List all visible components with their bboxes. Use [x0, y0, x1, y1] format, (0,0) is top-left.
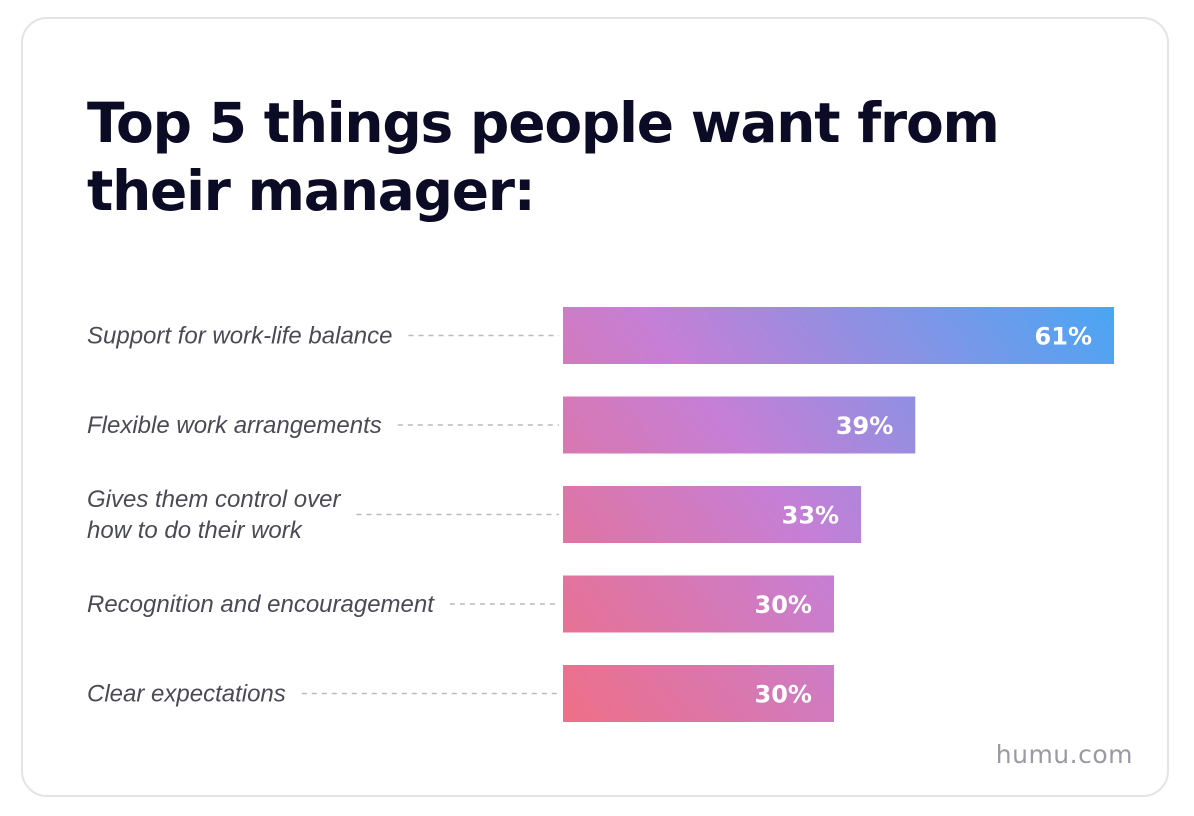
bar: [563, 307, 1114, 364]
bar-label: Support for work-life balance: [87, 323, 392, 350]
bar-label: how to do their work: [87, 517, 304, 544]
bar: [563, 486, 862, 543]
bar: [563, 575, 834, 633]
title-line-1: Top 5 things people want from: [87, 91, 1000, 155]
bar-value-label: 39%: [836, 412, 893, 440]
title-line-2: their manager:: [87, 159, 536, 223]
bar: [563, 665, 834, 722]
bars-group: Support for work-life balance 61% Flexible…: [87, 307, 1114, 722]
bar-label: Recognition and encouragement: [87, 591, 435, 618]
bar-value-label: 33%: [782, 502, 839, 530]
bar-value-label: 61%: [1035, 323, 1092, 351]
bar-value-label: 30%: [755, 681, 812, 709]
bar-label: Flexible work arrangements: [87, 412, 382, 439]
bar-label: Gives them control over: [87, 486, 341, 513]
chart-card: Top 5 things people want from their mana…: [21, 17, 1169, 797]
bar: [563, 396, 916, 454]
source-credit: humu.com: [995, 740, 1133, 769]
chart-title: Top 5 things people want from their mana…: [87, 89, 1087, 225]
bar-label: Clear expectations: [87, 681, 286, 708]
bar-value-label: 30%: [755, 591, 812, 619]
bar-chart: Support for work-life balance 61% Flexible…: [87, 307, 1114, 722]
